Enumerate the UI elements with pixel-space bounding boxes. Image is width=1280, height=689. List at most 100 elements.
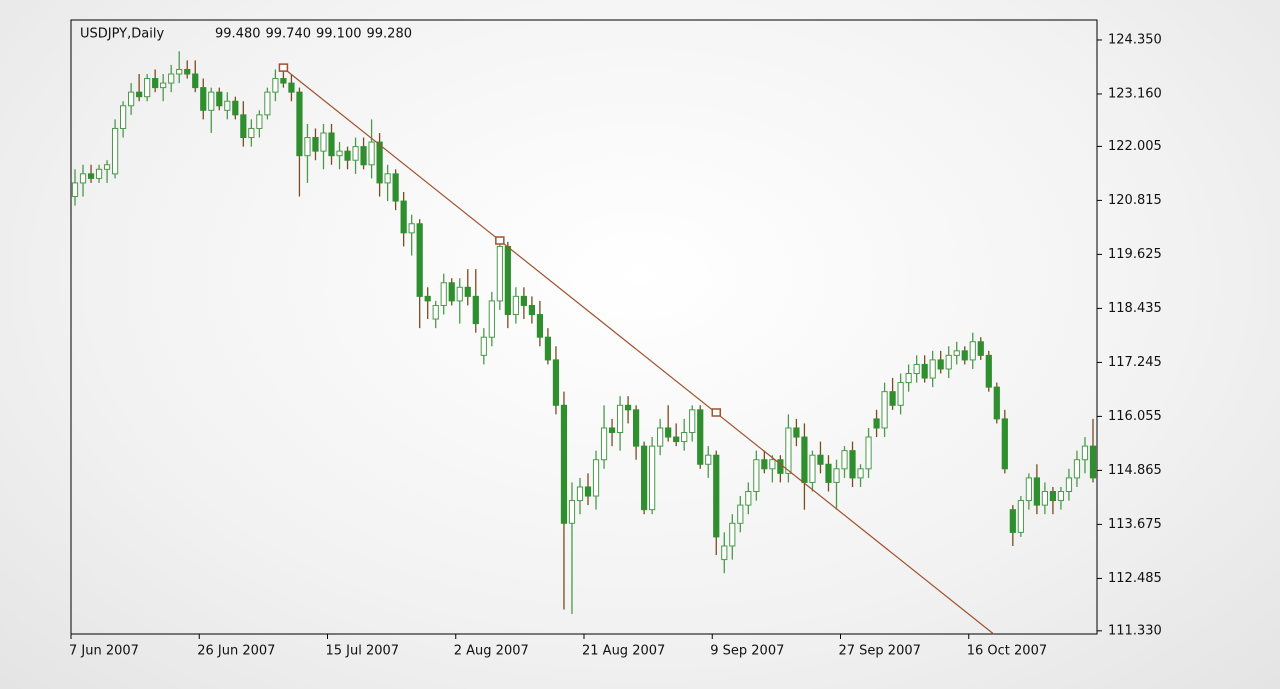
candle-body [1089, 445, 1097, 479]
x-tick-label: 9 Sep 2007 [710, 644, 784, 659]
candle-body [552, 359, 560, 406]
candle-body [849, 450, 856, 479]
chart-title: USDJPY,Daily [80, 27, 164, 42]
candle-body [368, 141, 375, 166]
candle-body [897, 382, 904, 406]
y-tick-label: 118.435 [1108, 301, 1162, 316]
candle-body [649, 445, 656, 511]
candle-body [1049, 491, 1057, 502]
candle-body [176, 68, 183, 75]
y-tick-label: 120.815 [1108, 193, 1162, 208]
candle-body [873, 418, 880, 429]
candle-body [777, 459, 784, 474]
candle-body [697, 409, 704, 465]
candle-body [1065, 477, 1073, 493]
y-tick-label: 124.350 [1108, 32, 1162, 47]
candle-body [953, 350, 960, 356]
x-tick-label: 21 Aug 2007 [582, 644, 665, 659]
candle-body [312, 137, 319, 152]
candle-body [296, 91, 303, 157]
candle-body [857, 468, 864, 479]
trendline-anchor [495, 236, 505, 245]
candle-body [464, 286, 471, 297]
candle-body [152, 78, 159, 89]
candle-body [977, 341, 984, 356]
candle-body [1033, 477, 1040, 506]
candle-body [1041, 491, 1048, 506]
candle-body [737, 504, 744, 524]
candle-body [969, 341, 976, 361]
candle-body [136, 91, 143, 98]
y-tick-label: 116.055 [1108, 409, 1162, 424]
candle-body [376, 141, 383, 184]
candle-body [817, 454, 824, 465]
candle-body [128, 91, 135, 107]
candle-body [713, 454, 720, 538]
candle-body [79, 173, 87, 184]
plot-frame [70, 19, 1098, 635]
candle-body [536, 314, 544, 338]
candle-body [384, 173, 391, 184]
candle-body [544, 336, 552, 361]
candle-body [1073, 459, 1081, 479]
candle-body [616, 404, 624, 434]
y-tick-label: 117.245 [1108, 355, 1162, 370]
candle-body [87, 173, 95, 179]
candle-body [288, 82, 295, 93]
candle-body [921, 363, 928, 379]
y-tick-label: 122.005 [1108, 139, 1162, 154]
candle-body [809, 454, 816, 483]
candle-body [192, 73, 199, 89]
candle-body [608, 427, 616, 434]
candle-body [120, 105, 127, 129]
candle-body [208, 91, 215, 111]
y-tick-label: 119.625 [1108, 247, 1162, 262]
trendline-anchor [711, 408, 722, 417]
candle-body [488, 300, 495, 338]
candle-body [1001, 418, 1008, 470]
candle-body [160, 82, 167, 89]
candle-body [865, 436, 872, 470]
candle-body [280, 78, 287, 84]
candle-body [721, 545, 728, 561]
candle-body [1057, 491, 1065, 502]
candle-body [753, 459, 760, 493]
header-value: 99.100 [316, 27, 362, 42]
candle-body [560, 404, 568, 524]
candle-body [216, 91, 223, 107]
candle-body [416, 223, 423, 297]
candle-body [793, 427, 800, 438]
x-tick-label: 7 Jun 2007 [69, 644, 139, 659]
candle-body [633, 409, 640, 447]
candle-body [945, 354, 952, 370]
candle-body [504, 245, 511, 316]
candle-body [729, 522, 736, 547]
candle-body [408, 223, 415, 234]
candle-body [232, 100, 239, 116]
x-tick-label: 15 Jul 2007 [326, 644, 400, 659]
trendline [283, 67, 994, 635]
candle-body [336, 150, 343, 157]
x-tick-label: 27 Sep 2007 [839, 644, 921, 659]
candle-body [657, 427, 664, 447]
candle-body [352, 146, 359, 161]
header-value: 99.280 [367, 27, 413, 42]
candle-body [472, 295, 479, 325]
candle-body [624, 404, 632, 411]
candle-body [681, 432, 688, 443]
y-tick-label: 123.160 [1108, 86, 1162, 101]
candle-body [304, 137, 311, 157]
candle-body [224, 100, 231, 111]
candle-body [961, 350, 968, 361]
candle-body [360, 146, 367, 166]
candle-body [889, 391, 896, 406]
candle-body [71, 182, 79, 198]
candle-body [456, 286, 463, 302]
candle-body [689, 409, 696, 434]
candle-body [841, 450, 848, 470]
x-tick-label: 2 Aug 2007 [454, 644, 529, 659]
candle-body [985, 354, 992, 388]
candle-body [905, 373, 912, 384]
candle-body [328, 132, 335, 157]
candle-body [240, 114, 247, 139]
